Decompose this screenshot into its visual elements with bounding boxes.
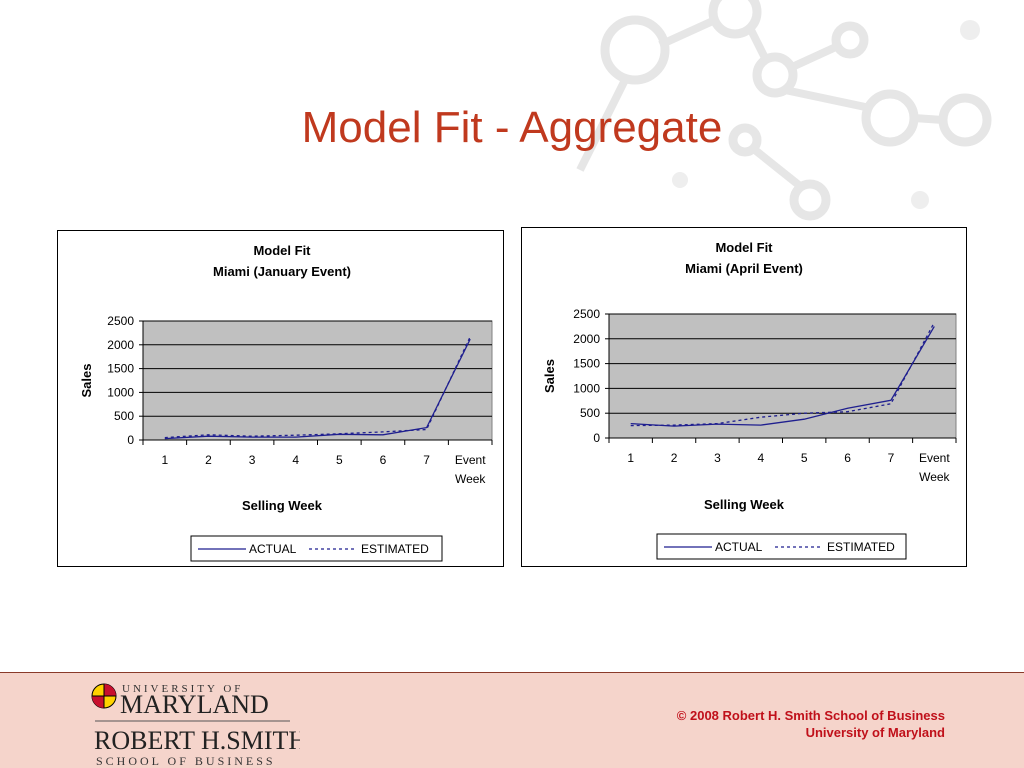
x-tick-label: 3 xyxy=(249,453,256,467)
y-tick-label: 500 xyxy=(580,406,600,420)
y-tick-label: 1500 xyxy=(573,357,600,371)
slide-title: Model Fit - Aggregate xyxy=(301,103,723,152)
svg-text:MARYLAND: MARYLAND xyxy=(120,690,269,719)
x-tick-label: 5 xyxy=(336,453,343,467)
x-tick-label: 3 xyxy=(714,451,721,465)
x-tick-label: Event xyxy=(919,451,950,465)
chart-svg: Model Fit Miami (April Event) 0 500 1000 1500… xyxy=(542,240,957,560)
x-tick-label: 1 xyxy=(161,453,168,467)
x-tick-label: 6 xyxy=(844,451,851,465)
legend-label: ESTIMATED xyxy=(361,542,429,556)
svg-text:ROBERT H.SMITH: ROBERT H.SMITH xyxy=(94,726,300,755)
molecule-decoration xyxy=(576,0,992,221)
series-line-actual xyxy=(164,338,471,440)
y-axis-label: Sales xyxy=(542,359,557,393)
y-tick-label: 2000 xyxy=(107,338,134,352)
y-tick-label: 0 xyxy=(127,433,134,447)
copyright-line: University of Maryland xyxy=(805,725,945,740)
y-tick-label: 2500 xyxy=(107,314,134,328)
y-tick-label: 1000 xyxy=(107,385,134,399)
plot-area xyxy=(142,320,493,441)
x-tick-label: 4 xyxy=(757,451,764,465)
x-tick-label: 7 xyxy=(423,453,430,467)
svg-text:SCHOOL OF BUSINESS: SCHOOL OF BUSINESS xyxy=(96,754,276,767)
copyright-line: © 2008 Robert H. Smith School of Busines… xyxy=(676,708,945,723)
footer-bar: UNIVERSITY OF MARYLAND ROBERT H.SMITH SC… xyxy=(0,672,1024,768)
x-tick-label: 5 xyxy=(801,451,808,465)
y-tick-label: 0 xyxy=(593,431,600,445)
legend-label: ACTUAL xyxy=(249,542,297,556)
y-tick-label: 500 xyxy=(114,409,134,423)
x-tick-label: 7 xyxy=(888,451,895,465)
x-tick-label: Event xyxy=(455,453,486,467)
maryland-flag-icon xyxy=(91,683,117,709)
chart-title: Model Fit xyxy=(253,243,311,258)
chart-miami-january: Model Fit Miami (January Event) 0 500 1000 15… xyxy=(57,230,504,567)
y-tick-label: 1000 xyxy=(573,381,600,395)
svg-text:UNIVERSITY OF: UNIVERSITY OF xyxy=(122,683,243,695)
y-axis-label: Sales xyxy=(79,364,94,398)
x-tick-label: 2 xyxy=(671,451,678,465)
y-tick-label: 2000 xyxy=(573,332,600,346)
chart-subtitle: Miami (January Event) xyxy=(213,264,351,279)
x-tick-label: 6 xyxy=(380,453,387,467)
x-tick-label: 4 xyxy=(292,453,299,467)
y-tick-label: 2500 xyxy=(573,307,600,321)
copyright-notice: © 2008 Robert H. Smith School of Busines… xyxy=(677,707,945,741)
university-logo: UNIVERSITY OF MARYLAND ROBERT H.SMITH SC… xyxy=(91,683,300,767)
series-line-estimated xyxy=(164,336,471,439)
x-tick-label: Week xyxy=(919,470,950,484)
x-tick-label: Week xyxy=(455,472,486,486)
x-tick-label: 2 xyxy=(205,453,212,467)
chart-title: Model Fit xyxy=(715,240,773,255)
x-tick-label: 1 xyxy=(627,451,634,465)
legend-label: ESTIMATED xyxy=(827,540,895,554)
series-line-estimated xyxy=(630,322,935,427)
chart-miami-april: Model Fit Miami (April Event) 0 500 1000 1500… xyxy=(521,227,967,567)
legend-label: ACTUAL xyxy=(715,540,763,554)
chart-subtitle: Miami (April Event) xyxy=(685,261,803,276)
x-axis-label: Selling Week xyxy=(242,498,323,513)
series-line-actual xyxy=(630,326,935,427)
x-axis-label: Selling Week xyxy=(704,497,785,512)
plot-area xyxy=(608,313,957,439)
y-tick-label: 1500 xyxy=(107,362,134,376)
